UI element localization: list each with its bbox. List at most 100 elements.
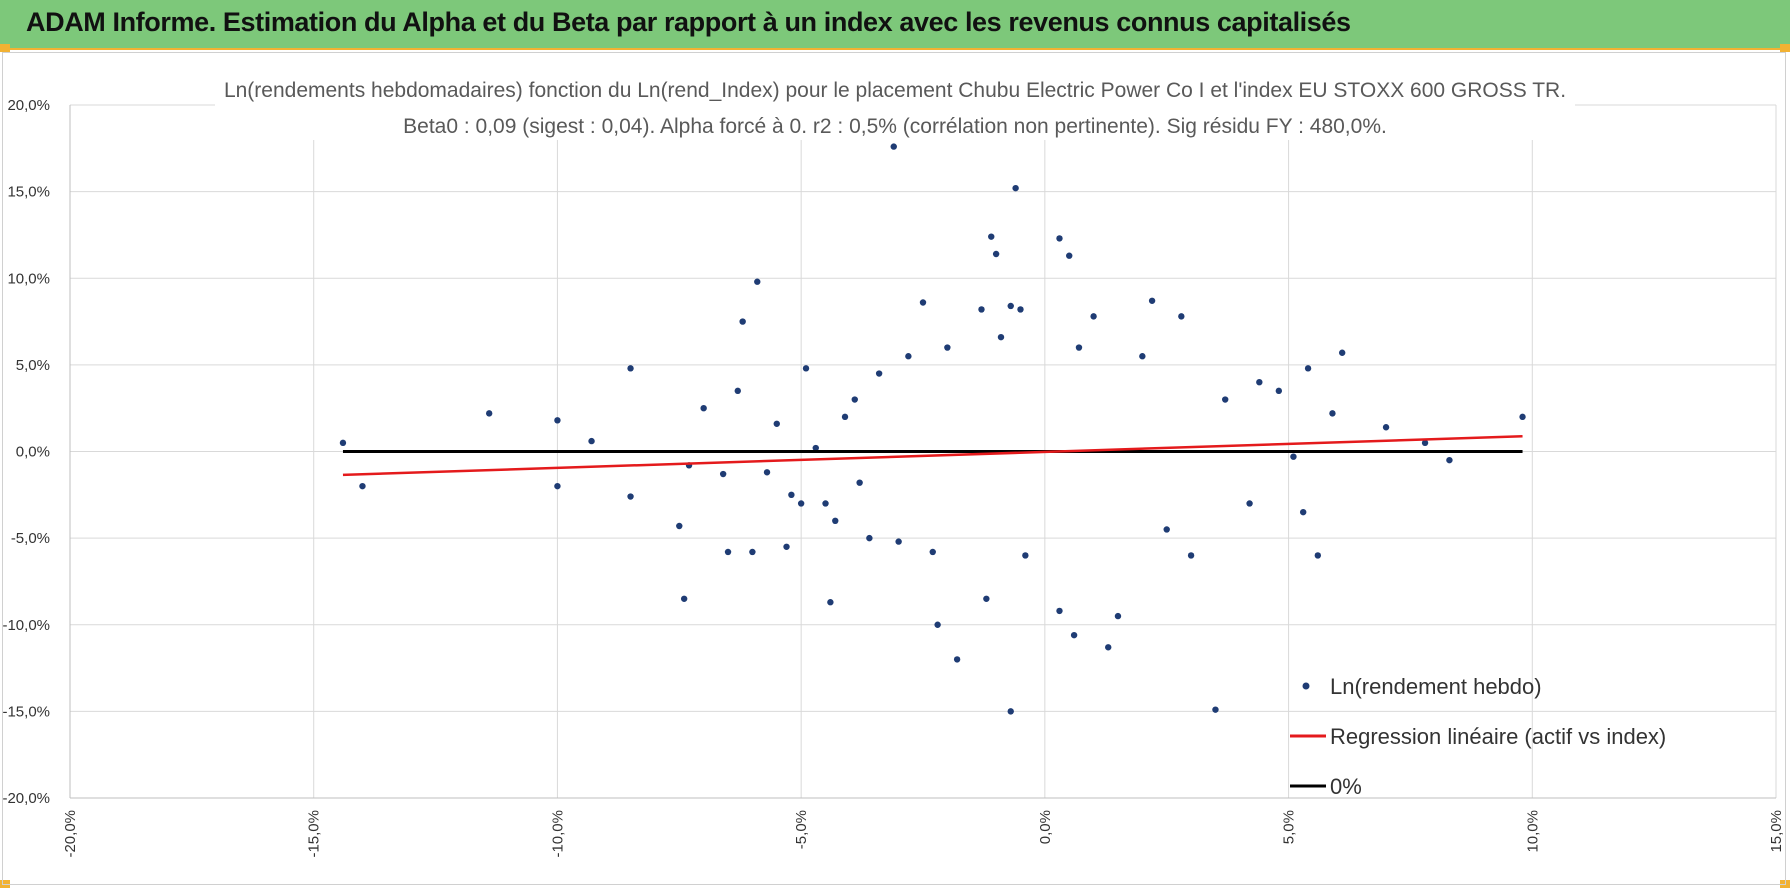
data-point — [1338, 349, 1346, 356]
x-tick-label: 0,0% — [1037, 810, 1054, 844]
data-point — [851, 396, 858, 403]
data-point — [1163, 526, 1170, 533]
data-point — [700, 404, 707, 412]
data-point — [763, 469, 771, 476]
y-tick-label: 5,0% — [16, 357, 50, 374]
corner-marker — [1780, 44, 1790, 52]
data-point — [988, 233, 995, 240]
y-tick-label: -20,0% — [2, 790, 50, 807]
series-lines — [342, 435, 1523, 477]
x-tick-label: -10,0% — [549, 810, 566, 858]
data-point — [822, 500, 829, 507]
x-tick-label: -20,0% — [62, 810, 79, 858]
data-point — [1114, 612, 1122, 620]
corner-marker — [0, 44, 10, 52]
x-tick-label: -15,0% — [306, 810, 323, 858]
data-points — [339, 143, 1526, 715]
legend-marker — [1302, 682, 1310, 690]
x-tick-label: -5,0% — [793, 810, 810, 849]
data-point — [1304, 365, 1312, 372]
y-tick-labels: 20,0% 15,0% 10,0% 5,0% 0,0% -5,0% -10,0% -15,0%… — [2, 97, 50, 807]
data-point — [680, 595, 688, 602]
data-point — [554, 417, 561, 424]
data-point — [627, 365, 634, 372]
data-point — [1007, 302, 1014, 310]
data-point — [1090, 313, 1097, 320]
data-point — [734, 387, 741, 395]
y-tick-label: -10,0% — [2, 617, 50, 634]
y-tick-label: -5,0% — [11, 530, 50, 547]
data-point — [554, 482, 561, 490]
legend-label: 0% — [1330, 774, 1362, 799]
data-point — [944, 344, 951, 351]
data-point — [812, 444, 819, 452]
legend-label: Regression linéaire (actif vs index) — [1330, 724, 1666, 749]
data-point — [788, 491, 795, 499]
data-point — [983, 595, 990, 602]
data-point — [588, 437, 595, 445]
data-point — [978, 306, 985, 313]
data-point — [783, 543, 790, 550]
data-point — [1148, 297, 1156, 304]
chart-title: Ln(rendements hebdomadaires) fonction du… — [224, 79, 1566, 102]
data-point — [953, 656, 961, 663]
data-point — [934, 621, 941, 628]
x-tick-label: 10,0% — [1524, 810, 1541, 853]
chart-subtitle: Beta0 : 0,09 (sigest : 0,04). Alpha forc… — [403, 115, 1387, 138]
y-tick-label: 10,0% — [7, 270, 50, 287]
data-point — [1105, 644, 1112, 651]
data-point — [827, 599, 834, 606]
data-point — [866, 534, 873, 542]
chart-frame — [2, 52, 1786, 885]
data-point — [1070, 631, 1078, 639]
data-point — [676, 522, 683, 530]
legend: Ln(rendement hebdo) Regression linéaire (… — [1290, 674, 1666, 799]
data-point — [1007, 708, 1014, 715]
x-tick-labels: -20,0% -15,0% -10,0% -5,0% 0,0% 5,0% 10,0% 15,0… — [62, 810, 1785, 858]
data-point — [905, 353, 912, 360]
data-point — [890, 143, 897, 150]
data-point — [339, 439, 347, 447]
data-point — [1066, 252, 1073, 259]
data-point — [1421, 439, 1429, 447]
data-point — [1275, 387, 1283, 395]
data-point — [856, 479, 863, 486]
data-point — [1139, 353, 1146, 360]
data-point — [1017, 306, 1024, 313]
data-point — [485, 410, 493, 417]
report-title: ADAM Informe. Estimation du Alpha et du … — [26, 7, 1351, 37]
data-point — [1056, 235, 1063, 242]
data-point — [832, 517, 839, 524]
data-point — [1246, 500, 1253, 507]
data-point — [1519, 413, 1526, 421]
data-point — [1075, 344, 1083, 351]
x-tick-label: 5,0% — [1281, 810, 1298, 844]
data-point — [929, 548, 936, 556]
data-point — [1329, 410, 1336, 417]
data-point — [739, 318, 746, 325]
data-point — [919, 299, 927, 306]
data-point — [359, 482, 366, 490]
data-point — [1382, 424, 1390, 431]
y-tick-label: 0,0% — [16, 444, 50, 461]
data-point — [773, 420, 780, 427]
y-tick-label: 20,0% — [7, 97, 50, 114]
data-point — [997, 333, 1005, 341]
data-point — [895, 538, 902, 545]
data-point — [1290, 453, 1297, 460]
data-point — [1299, 508, 1307, 516]
data-point — [1212, 706, 1219, 713]
data-point — [1314, 552, 1322, 559]
regression-line — [342, 435, 1523, 477]
axes — [69, 105, 1776, 799]
data-point — [841, 413, 849, 421]
data-point — [749, 548, 756, 556]
y-tick-label: 15,0% — [7, 184, 50, 201]
data-point — [802, 365, 810, 372]
data-point — [797, 500, 805, 507]
data-point — [992, 250, 1000, 258]
data-point — [1022, 552, 1029, 559]
data-point — [1446, 456, 1453, 464]
data-point — [875, 370, 883, 377]
